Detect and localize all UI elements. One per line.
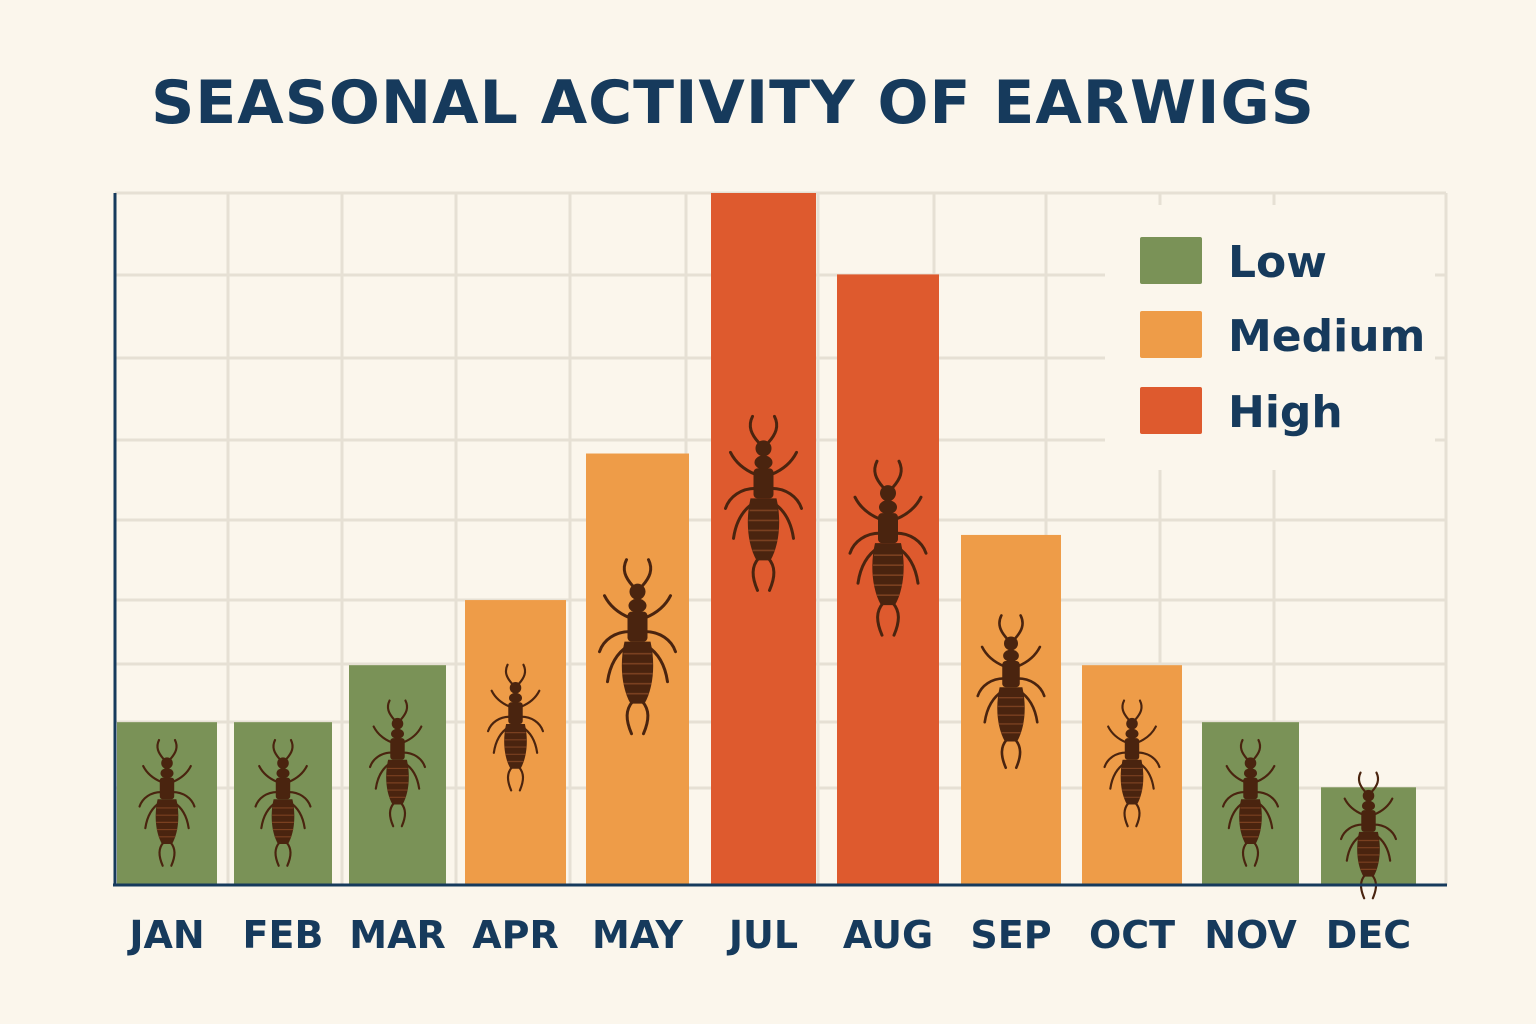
legend-label-low: Low: [1228, 237, 1327, 288]
x-tick-label: JUL: [726, 913, 798, 957]
chart-title: SEASONAL ACTIVITY OF EARWIGS: [151, 68, 1315, 138]
x-axis-labels: JAN FEB MAR APR MAY JUL AUG SEP OCT NOV DEC: [126, 913, 1411, 957]
legend-label-medium: Medium: [1228, 311, 1425, 362]
x-tick-label: NOV: [1204, 913, 1297, 957]
x-tick-label: AUG: [843, 913, 933, 957]
x-tick-label: DEC: [1326, 913, 1411, 957]
x-tick-label: MAR: [349, 913, 445, 957]
x-tick-label: MAY: [592, 913, 684, 957]
x-tick-label: OCT: [1089, 913, 1175, 957]
x-tick-label: SEP: [970, 913, 1051, 957]
legend-swatch-high: [1140, 387, 1202, 434]
bar-series: [117, 193, 1416, 900]
chart-axes: [113, 193, 1447, 887]
chart-legend: Low Medium High: [1105, 205, 1435, 470]
x-tick-label: APR: [472, 913, 559, 957]
x-tick-label: JAN: [126, 913, 204, 957]
x-tick-label: FEB: [243, 913, 324, 957]
legend-swatch-medium: [1140, 311, 1202, 358]
legend-label-high: High: [1228, 387, 1343, 438]
legend-swatch-low: [1140, 237, 1202, 284]
